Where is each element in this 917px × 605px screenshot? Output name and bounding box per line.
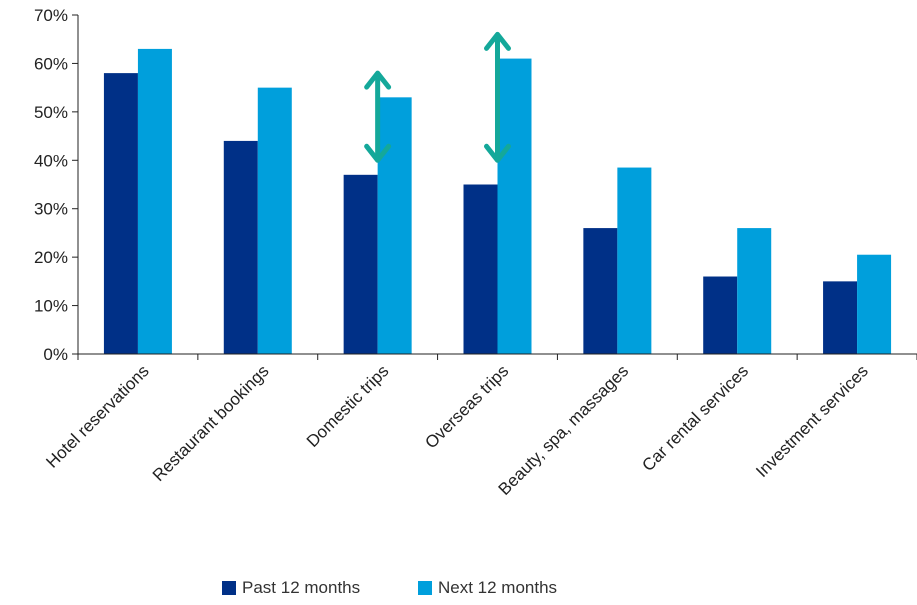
y-tick-label: 30% [34, 200, 68, 219]
annotations [364, 31, 511, 163]
legend-label-past: Past 12 months [242, 578, 361, 597]
arrow-head-up [364, 70, 392, 90]
bar-past [823, 281, 858, 354]
bar-chart: 0% 10% 20% 30% 40% 50% 60% 70% Hotel reservatio… [34, 6, 917, 499]
bar-past [703, 276, 738, 354]
double-arrow-annotation [364, 70, 392, 163]
x-category-label: Car rental services [638, 361, 752, 475]
x-category-label: Restaurant bookings [149, 361, 273, 485]
y-tick-label: 70% [34, 6, 68, 25]
bar-next [737, 228, 772, 354]
x-category-label: Domestic trips [303, 361, 393, 451]
bar-next [857, 254, 892, 354]
bar-next [137, 48, 172, 355]
legend-label-next: Next 12 months [438, 578, 558, 597]
x-category-label: Investment services [752, 361, 872, 481]
bar-past [583, 228, 618, 354]
bar-past [223, 140, 258, 354]
bar-past [103, 73, 138, 354]
y-tick-label: 10% [34, 297, 68, 316]
bar-past [463, 184, 498, 354]
y-tick-label: 0% [43, 345, 68, 364]
bar-past [343, 174, 378, 354]
bar-next [497, 58, 532, 354]
y-tick-label: 40% [34, 151, 68, 170]
arrow-head-down [484, 143, 511, 163]
x-category-label: Hotel reservations [42, 361, 152, 471]
legend-swatch-next [418, 581, 432, 595]
bar-next [617, 167, 652, 354]
bar-next [377, 97, 412, 354]
bars [103, 48, 892, 355]
x-category-label: Overseas trips [421, 361, 512, 452]
double-arrow-annotation [484, 31, 511, 163]
x-category-label: Beauty, spa, massages [495, 361, 632, 498]
arrow-head-up [484, 31, 511, 51]
legend-swatch-past [222, 581, 236, 595]
y-axis: 0% 10% 20% 30% 40% 50% 60% 70% [34, 6, 79, 364]
legend-item-past: Past 12 months [222, 578, 360, 598]
y-tick-label: 20% [34, 248, 68, 267]
legend-item-next: Next 12 months [418, 578, 557, 598]
y-tick-label: 50% [34, 103, 68, 122]
legend: Past 12 months Next 12 months [0, 578, 917, 604]
arrow-head-down [364, 143, 392, 163]
bar-next [257, 87, 292, 355]
y-tick-label: 60% [34, 54, 68, 73]
